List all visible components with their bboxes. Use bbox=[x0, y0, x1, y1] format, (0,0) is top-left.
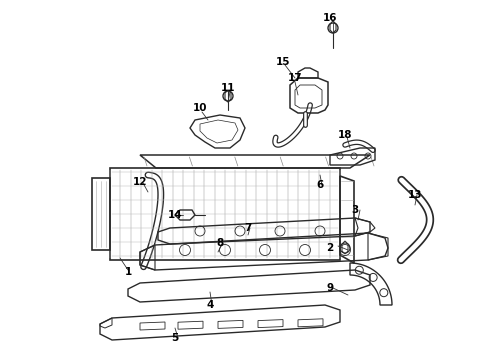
Text: 7: 7 bbox=[245, 223, 252, 233]
Text: 17: 17 bbox=[288, 73, 302, 83]
Text: 6: 6 bbox=[317, 180, 323, 190]
Text: 15: 15 bbox=[276, 57, 290, 67]
Text: 8: 8 bbox=[217, 238, 223, 248]
Text: 9: 9 bbox=[326, 283, 334, 293]
Text: 12: 12 bbox=[133, 177, 147, 187]
Text: 3: 3 bbox=[351, 205, 359, 215]
Text: 16: 16 bbox=[323, 13, 337, 23]
Text: 18: 18 bbox=[338, 130, 352, 140]
Text: 4: 4 bbox=[206, 300, 214, 310]
Text: 1: 1 bbox=[124, 267, 132, 277]
Text: 14: 14 bbox=[168, 210, 182, 220]
Text: 5: 5 bbox=[172, 333, 179, 343]
Text: 10: 10 bbox=[193, 103, 207, 113]
Text: 13: 13 bbox=[408, 190, 422, 200]
Text: 2: 2 bbox=[326, 243, 334, 253]
Text: 11: 11 bbox=[221, 83, 235, 93]
